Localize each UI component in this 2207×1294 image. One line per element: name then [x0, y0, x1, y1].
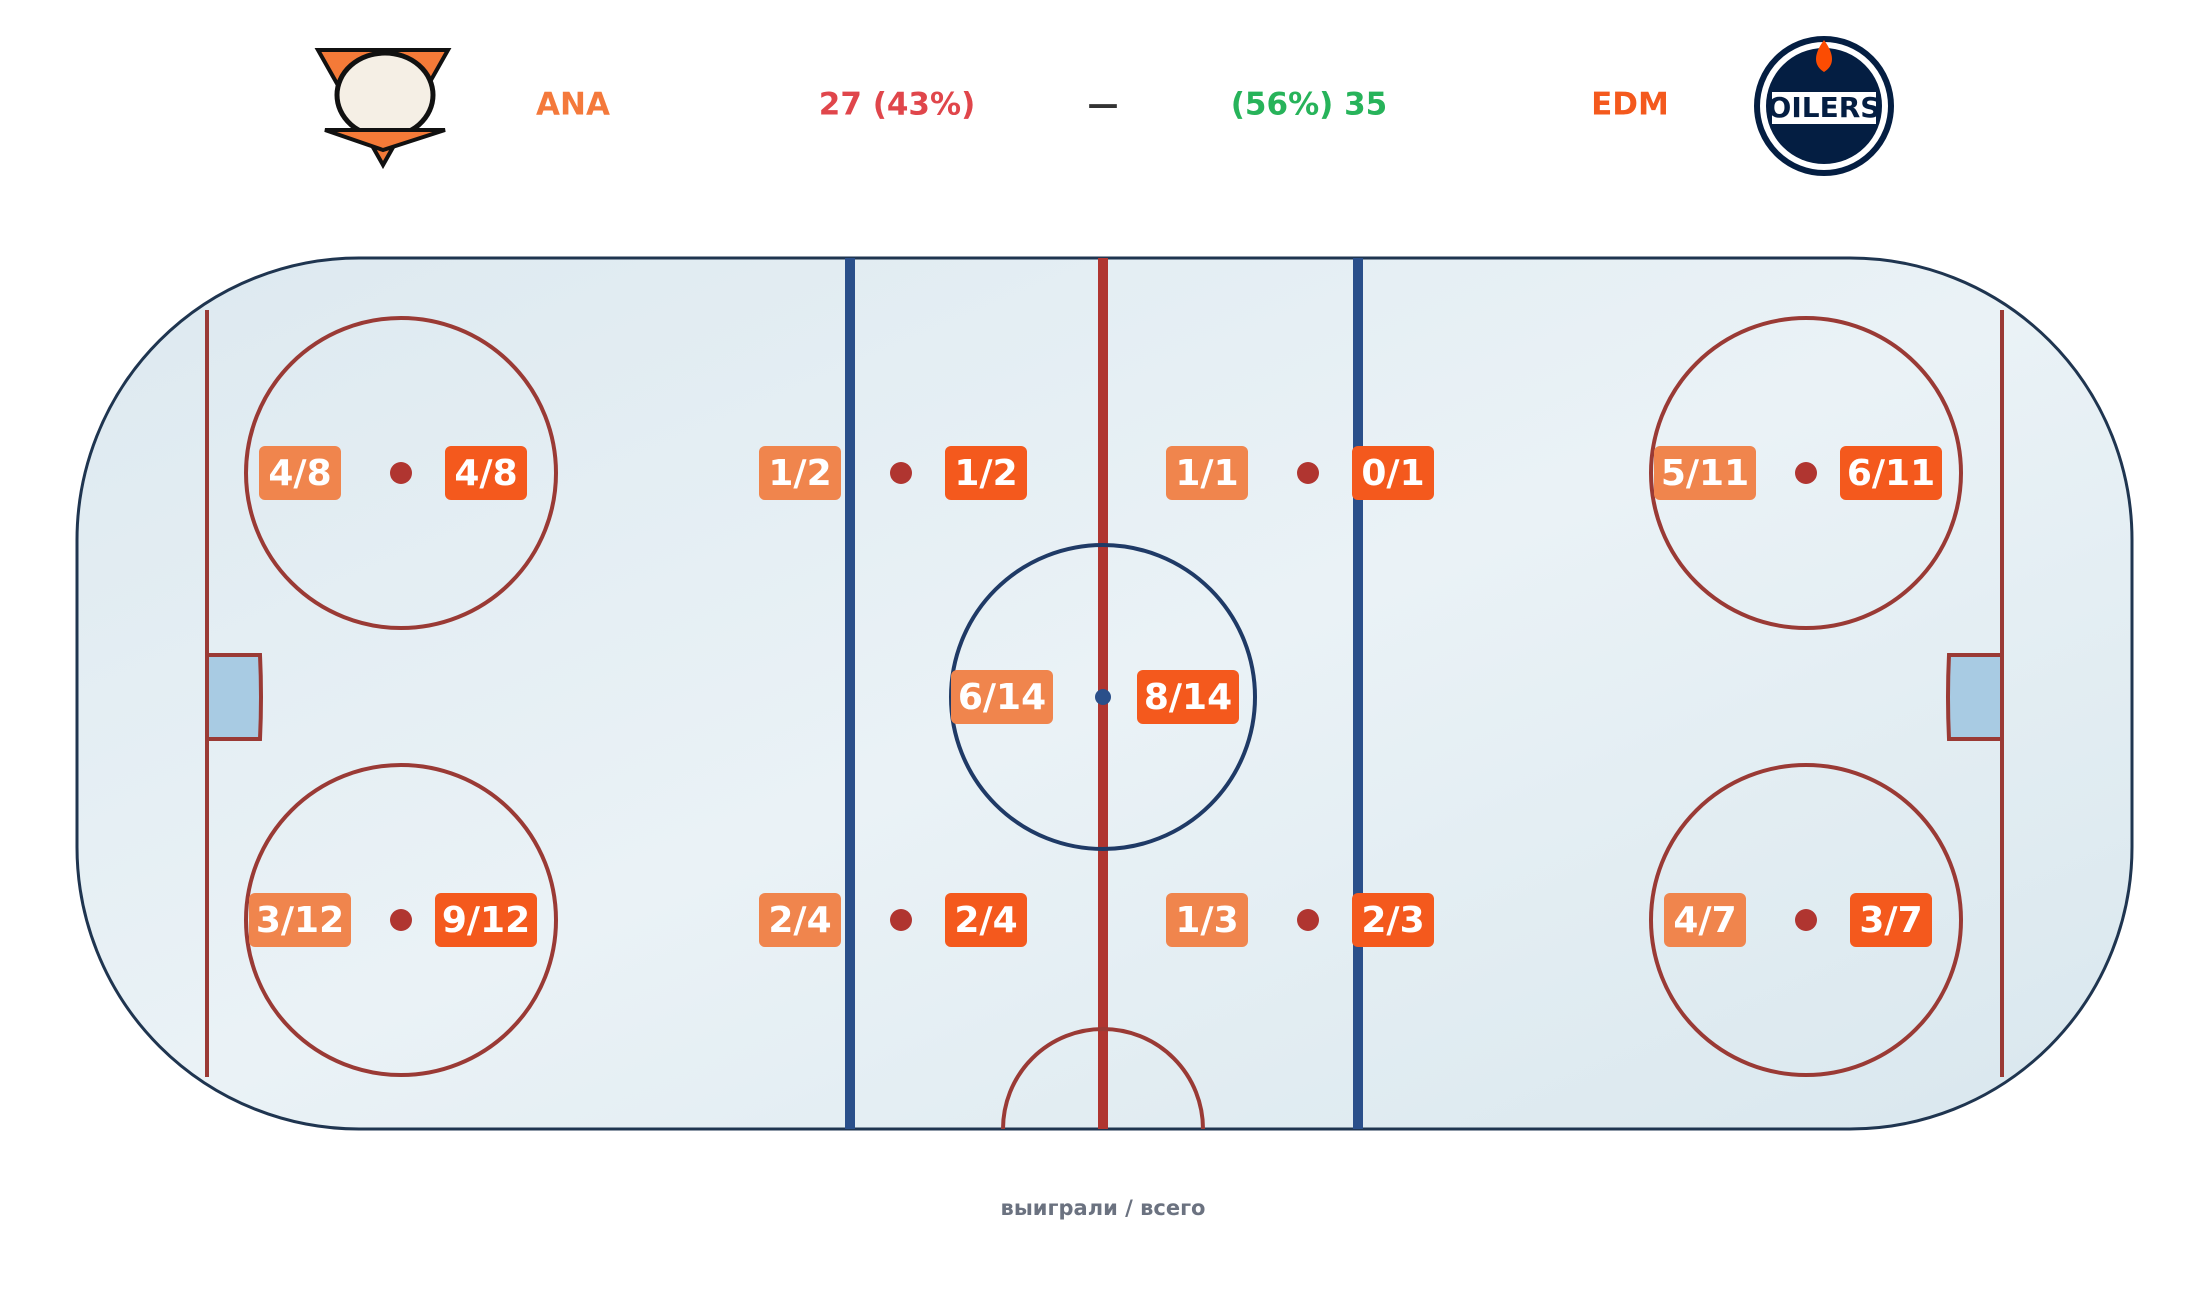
faceoff-label: 1/3 [1175, 900, 1238, 941]
faceoff-dot [390, 909, 412, 931]
faceoff-label: 1/2 [768, 453, 831, 494]
faceoff-badge [1664, 893, 1746, 947]
faceoff-label: 6/14 [958, 677, 1046, 718]
faceoff-badge [435, 893, 537, 947]
faceoff-badge [1166, 893, 1248, 947]
faceoff-badge [259, 446, 341, 500]
faceoff-badge [1654, 446, 1756, 500]
faceoff-label: 2/4 [768, 900, 831, 941]
faceoff-label: 2/4 [954, 900, 1017, 941]
faceoff-dot [890, 462, 912, 484]
faceoff-dot [1795, 909, 1817, 931]
faceoff-badge [1352, 893, 1434, 947]
footer-note: выиграли / всего [1001, 1196, 1206, 1220]
faceoff-badge [1352, 446, 1434, 500]
faceoff-dot [1297, 909, 1319, 931]
separator: — [1088, 87, 1119, 123]
logo-ana [314, 48, 452, 170]
faceoff-label: 3/12 [256, 900, 344, 941]
faceoff-label: 5/11 [1661, 453, 1749, 494]
faceoff-label: 1/1 [1175, 453, 1238, 494]
svg-text:OILERS: OILERS [1768, 91, 1881, 124]
logo-edm: OILERS [1754, 36, 1894, 176]
faceoff-dot [1795, 462, 1817, 484]
faceoff-badge [759, 893, 841, 947]
faceoff-dot [390, 462, 412, 484]
faceoff-label: 4/8 [268, 453, 331, 494]
faceoff-badge [945, 446, 1027, 500]
faceoff-label: 0/1 [1361, 453, 1424, 494]
faceoff-badge [1166, 446, 1248, 500]
rink [75, 256, 2134, 1131]
faceoff-label: 1/2 [954, 453, 1017, 494]
faceoff-badge [1850, 893, 1932, 947]
faceoff-badge [1840, 446, 1942, 500]
faceoff-badge [445, 446, 527, 500]
faceoff-label: 2/3 [1361, 900, 1424, 941]
faceoff-badge [249, 893, 351, 947]
faceoff-label: 9/12 [442, 900, 530, 941]
faceoff-label: 4/7 [1673, 900, 1736, 941]
team-left: ANA [536, 87, 610, 123]
faceoff-badge [1137, 670, 1239, 724]
faceoff-label: 8/14 [1144, 677, 1232, 718]
score-right: (56%) 35 [1231, 87, 1387, 123]
score-left: 27 (43%) [819, 87, 975, 123]
faceoff-badge [945, 893, 1027, 947]
faceoff-label: 6/11 [1847, 453, 1935, 494]
faceoff-badge [951, 670, 1053, 724]
faceoff-badge [759, 446, 841, 500]
faceoff-label: 4/8 [454, 453, 517, 494]
team-right: EDM [1591, 87, 1669, 123]
faceoff-label: 3/7 [1859, 900, 1922, 941]
faceoff-dot [890, 909, 912, 931]
faceoff-dot [1297, 462, 1319, 484]
